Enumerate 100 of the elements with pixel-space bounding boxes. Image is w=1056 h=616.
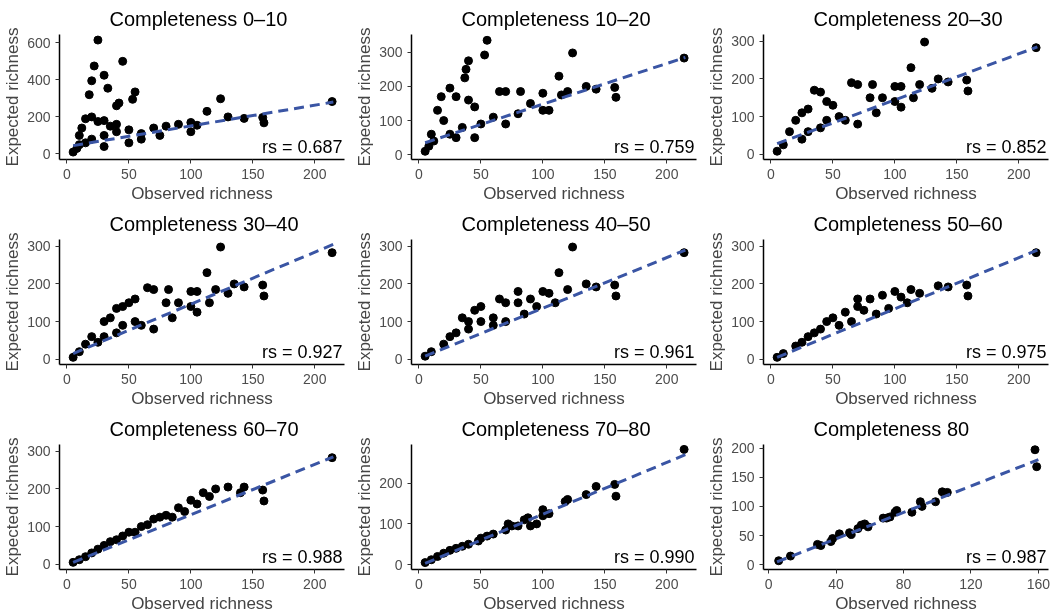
y-tick-label: 50 [738, 527, 755, 544]
annotation: rs = 0.990 [613, 546, 695, 567]
x-tick-label: 0 [63, 370, 72, 387]
y-tick-label: 200 [27, 275, 51, 292]
x-tick-label: 150 [593, 370, 617, 387]
x-axis-title: Observed richness [835, 183, 977, 203]
y-tick-label: 300 [379, 238, 403, 255]
chart-title: Completeness 0–10 [109, 7, 288, 30]
x-tick-label: 100 [883, 165, 907, 182]
annotation: rs = 0.987 [965, 546, 1047, 567]
y-tick-label: 200 [731, 275, 755, 292]
x-tick-label: 200 [655, 165, 679, 182]
x-tick-label: 200 [303, 370, 327, 387]
x-tick-label: 0 [767, 370, 776, 387]
chart-title: Completeness 60–70 [109, 417, 299, 440]
chart-title: Completeness 70–80 [461, 417, 651, 440]
y-tick-label: 0 [394, 351, 403, 368]
y-tick-label: 200 [731, 440, 755, 456]
x-tick-label: 150 [593, 165, 617, 182]
x-tick-label: 0 [415, 165, 424, 182]
x-tick-label: 200 [655, 370, 679, 387]
y-axis-title: Expected richness [355, 437, 375, 577]
x-tick-label: 0 [415, 575, 424, 592]
x-tick-label: 200 [303, 165, 327, 182]
x-tick-label: 50 [473, 370, 489, 387]
x-tick-label: 150 [241, 575, 265, 592]
x-tick-label: 100 [179, 575, 203, 592]
annotation: rs = 0.961 [613, 341, 695, 362]
x-tick-label: 150 [593, 575, 617, 592]
x-tick-label: 120 [959, 575, 983, 592]
x-tick-label: 100 [179, 370, 203, 387]
y-tick-label: 300 [731, 33, 755, 50]
y-tick-label: 200 [379, 78, 403, 95]
y-tick-label: 0 [42, 556, 51, 573]
chart-title: Completeness 50–60 [813, 212, 1003, 235]
y-tick-label: 0 [42, 351, 51, 368]
y-tick-label: 400 [27, 71, 51, 88]
x-tick-label: 40 [828, 575, 845, 592]
x-tick-label: 0 [415, 370, 424, 387]
x-tick-label: 50 [121, 370, 137, 387]
x-tick-label: 200 [655, 575, 679, 592]
y-tick-label: 0 [394, 146, 403, 163]
x-tick-label: 0 [767, 165, 776, 182]
y-tick-label: 200 [731, 70, 755, 87]
annotation: rs = 0.687 [261, 136, 343, 157]
y-tick-label: 100 [27, 313, 51, 330]
chart-title: Completeness 10–20 [461, 7, 651, 30]
x-tick-label: 150 [241, 165, 265, 182]
y-tick-label: 300 [379, 44, 403, 61]
y-axis-title: Expected richness [3, 27, 23, 167]
x-axis-title: Observed richness [131, 388, 273, 408]
x-tick-label: 100 [531, 575, 555, 592]
x-tick-label: 100 [531, 165, 555, 182]
y-tick-label: 300 [27, 238, 51, 255]
y-tick-label: 600 [27, 34, 51, 51]
y-axis-title: Expected richness [707, 232, 727, 372]
chart-title: Completeness 80 [813, 417, 970, 440]
x-tick-label: 50 [825, 165, 841, 182]
annotation: rs = 0.927 [261, 341, 343, 362]
x-axis-title: Observed richness [483, 183, 625, 203]
x-tick-label: 0 [63, 165, 72, 182]
x-tick-label: 200 [1007, 165, 1031, 182]
y-tick-label: 100 [379, 515, 403, 532]
x-tick-label: 100 [179, 165, 203, 182]
y-tick-label: 100 [379, 313, 403, 330]
y-tick-label: 0 [746, 146, 755, 163]
y-tick-label: 200 [379, 275, 403, 292]
x-tick-label: 100 [883, 370, 907, 387]
x-tick-label: 150 [945, 370, 969, 387]
y-tick-label: 0 [746, 556, 755, 573]
x-tick-label: 150 [241, 370, 265, 387]
x-tick-label: 0 [764, 575, 773, 592]
x-axis-title: Observed richness [483, 593, 625, 613]
x-tick-label: 150 [945, 165, 969, 182]
x-axis-title: Observed richness [131, 593, 273, 613]
annotation: rs = 0.975 [965, 341, 1047, 362]
y-axis-title: Expected richness [355, 27, 375, 167]
y-tick-label: 300 [27, 443, 51, 460]
x-tick-label: 50 [121, 575, 137, 592]
chart-title: Completeness 20–30 [813, 7, 1003, 30]
y-tick-label: 0 [746, 351, 755, 368]
annotation: rs = 0.852 [965, 136, 1047, 157]
y-axis-title: Expected richness [707, 27, 727, 167]
x-tick-label: 0 [63, 575, 72, 592]
x-tick-label: 80 [895, 575, 912, 592]
y-tick-label: 0 [42, 145, 51, 162]
y-tick-label: 200 [379, 475, 403, 492]
x-axis-title: Observed richness [131, 183, 273, 203]
x-tick-label: 50 [121, 165, 137, 182]
annotation: rs = 0.759 [613, 136, 695, 157]
y-axis-title: Expected richness [3, 437, 23, 577]
y-axis-title: Expected richness [355, 232, 375, 372]
x-axis-title: Observed richness [835, 593, 977, 613]
y-tick-label: 100 [379, 112, 403, 129]
y-tick-label: 150 [731, 469, 755, 486]
annotation: rs = 0.988 [261, 546, 343, 567]
y-tick-label: 300 [731, 238, 755, 255]
x-tick-label: 100 [531, 370, 555, 387]
x-tick-label: 200 [1007, 370, 1031, 387]
x-tick-label: 200 [303, 575, 327, 592]
